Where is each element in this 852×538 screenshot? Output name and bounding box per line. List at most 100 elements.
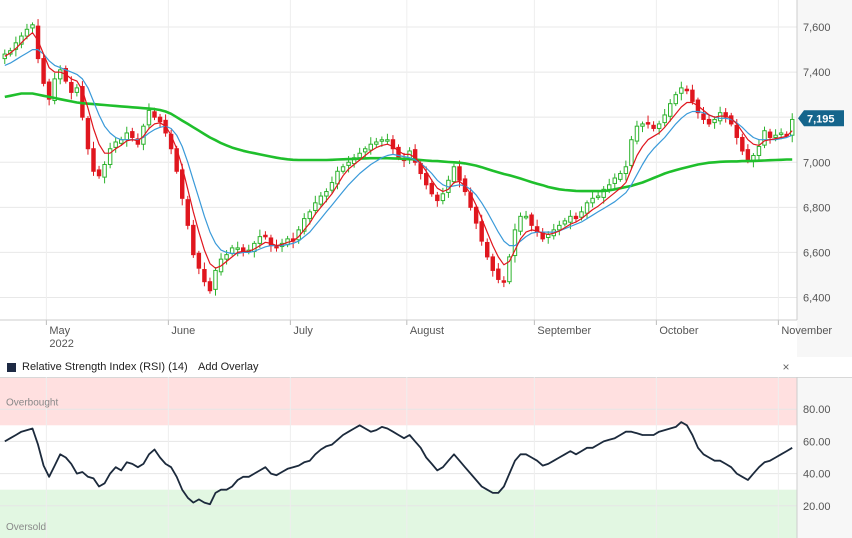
candle [723,112,728,118]
candle [479,221,484,242]
candle [412,149,418,163]
candle [318,195,324,205]
moving-average-fast-line [4,32,793,269]
candle [629,139,634,166]
y-tick-label: 6,400 [803,292,831,304]
candle [24,28,30,37]
rsi-chart[interactable]: 80.00 60.00 40.00 20.00 Overbought Oversold [0,377,852,538]
candle [329,182,335,191]
candle [302,218,307,232]
candle [141,125,146,145]
candle [457,166,462,181]
candle [135,138,141,145]
candle [767,131,773,138]
candle [701,113,706,120]
candle [263,234,268,238]
candle [690,89,695,102]
candle [213,269,218,290]
candle [191,224,196,256]
candle [235,247,240,250]
y-tick-label: 7,000 [803,157,831,169]
y-tick-label: 6,600 [803,247,831,259]
candle [30,24,35,29]
x-tick-label: May [49,325,70,337]
candle [623,166,629,175]
candle [451,166,457,183]
price-chart[interactable]: 7,6007,4007,2007,0006,8006,6006,400May20… [0,0,852,357]
candle [756,145,762,156]
candle [74,87,80,93]
candle [773,134,778,138]
oversold-label: Oversold [6,522,46,533]
candle [579,211,584,218]
x-tick-label: October [659,325,698,337]
rsi-y-tick-label: 80.00 [803,404,831,416]
candle [595,195,601,199]
candle [568,215,573,223]
rsi-line [4,421,793,506]
candle [740,136,745,152]
rsi-y-tick-label: 40.00 [803,469,831,481]
rsi-title: Relative Strength Index (RSI) (14) [22,361,188,373]
candle [390,139,396,150]
candle [634,125,640,142]
candle [157,116,163,123]
candle [368,143,373,151]
candle [357,152,362,159]
candle [146,109,152,126]
candle [91,148,96,172]
candle [684,88,690,92]
candle [130,131,135,138]
candle [662,114,667,124]
candle [612,177,617,184]
y-tick-label: 7,600 [803,22,831,34]
rsi-panel-header: Relative Strength Index (RSI) (14) Add O… [0,357,797,377]
candle [41,58,46,84]
close-icon[interactable]: × [782,360,790,374]
candle [113,141,118,148]
y-tick-label: 7,400 [803,67,831,79]
candle [618,173,623,180]
x-tick-label: November [781,325,832,337]
candle [102,164,107,178]
candle [424,173,429,186]
moving-average-slow-line [4,92,793,193]
candle [590,197,595,204]
x-tick-label: September [537,325,591,337]
candle [107,148,113,166]
candle [490,256,495,271]
candle [651,124,656,129]
candle [485,241,490,258]
candle [601,188,606,198]
candle [668,103,673,117]
candle [645,122,651,125]
candle [96,169,102,177]
candle [85,118,91,150]
candle [778,132,784,135]
candle [607,184,612,190]
overbought-zone [0,377,797,426]
candle [562,220,568,225]
candle [152,111,157,118]
candle [473,206,479,224]
candle [529,214,534,226]
candle [229,247,235,254]
last-price-tag [798,110,844,127]
candle [52,78,57,102]
candle [745,149,751,161]
x-tick-label: June [171,325,195,337]
candle [435,194,440,202]
candle [573,215,579,220]
candle [185,199,190,226]
candle [523,215,529,219]
candle [307,211,312,220]
rsi-y-tick-label: 20.00 [803,501,831,513]
candle [35,25,41,60]
add-overlay-button[interactable]: Add Overlay [198,361,259,373]
candle [374,141,379,145]
candle [640,123,645,127]
x-tick-label: July [293,325,313,337]
candle [207,281,213,292]
candle [363,148,368,153]
candle [2,53,7,60]
